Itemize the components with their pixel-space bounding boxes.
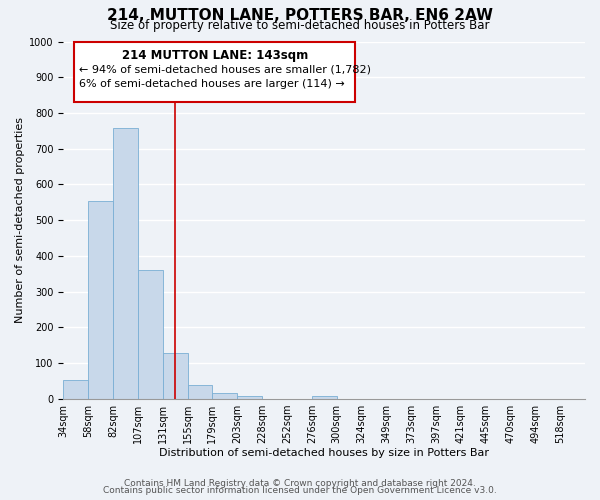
Bar <box>64 380 88 399</box>
Bar <box>237 396 262 399</box>
Bar <box>88 200 113 399</box>
Text: Size of property relative to semi-detached houses in Potters Bar: Size of property relative to semi-detach… <box>110 19 490 32</box>
Text: 214 MUTTON LANE: 143sqm: 214 MUTTON LANE: 143sqm <box>122 48 308 62</box>
Text: Contains HM Land Registry data © Crown copyright and database right 2024.: Contains HM Land Registry data © Crown c… <box>124 478 476 488</box>
Bar <box>113 128 138 399</box>
Bar <box>163 353 188 399</box>
FancyBboxPatch shape <box>74 42 355 102</box>
Text: ← 94% of semi-detached houses are smaller (1,782): ← 94% of semi-detached houses are smalle… <box>79 64 371 74</box>
Text: Contains public sector information licensed under the Open Government Licence v3: Contains public sector information licen… <box>103 486 497 495</box>
Text: 214, MUTTON LANE, POTTERS BAR, EN6 2AW: 214, MUTTON LANE, POTTERS BAR, EN6 2AW <box>107 8 493 22</box>
Bar <box>138 270 163 399</box>
Bar <box>312 396 337 399</box>
Text: 6% of semi-detached houses are larger (114) →: 6% of semi-detached houses are larger (1… <box>79 79 345 89</box>
Bar <box>212 392 237 399</box>
X-axis label: Distribution of semi-detached houses by size in Potters Bar: Distribution of semi-detached houses by … <box>159 448 489 458</box>
Bar <box>188 384 212 399</box>
Y-axis label: Number of semi-detached properties: Number of semi-detached properties <box>15 117 25 323</box>
